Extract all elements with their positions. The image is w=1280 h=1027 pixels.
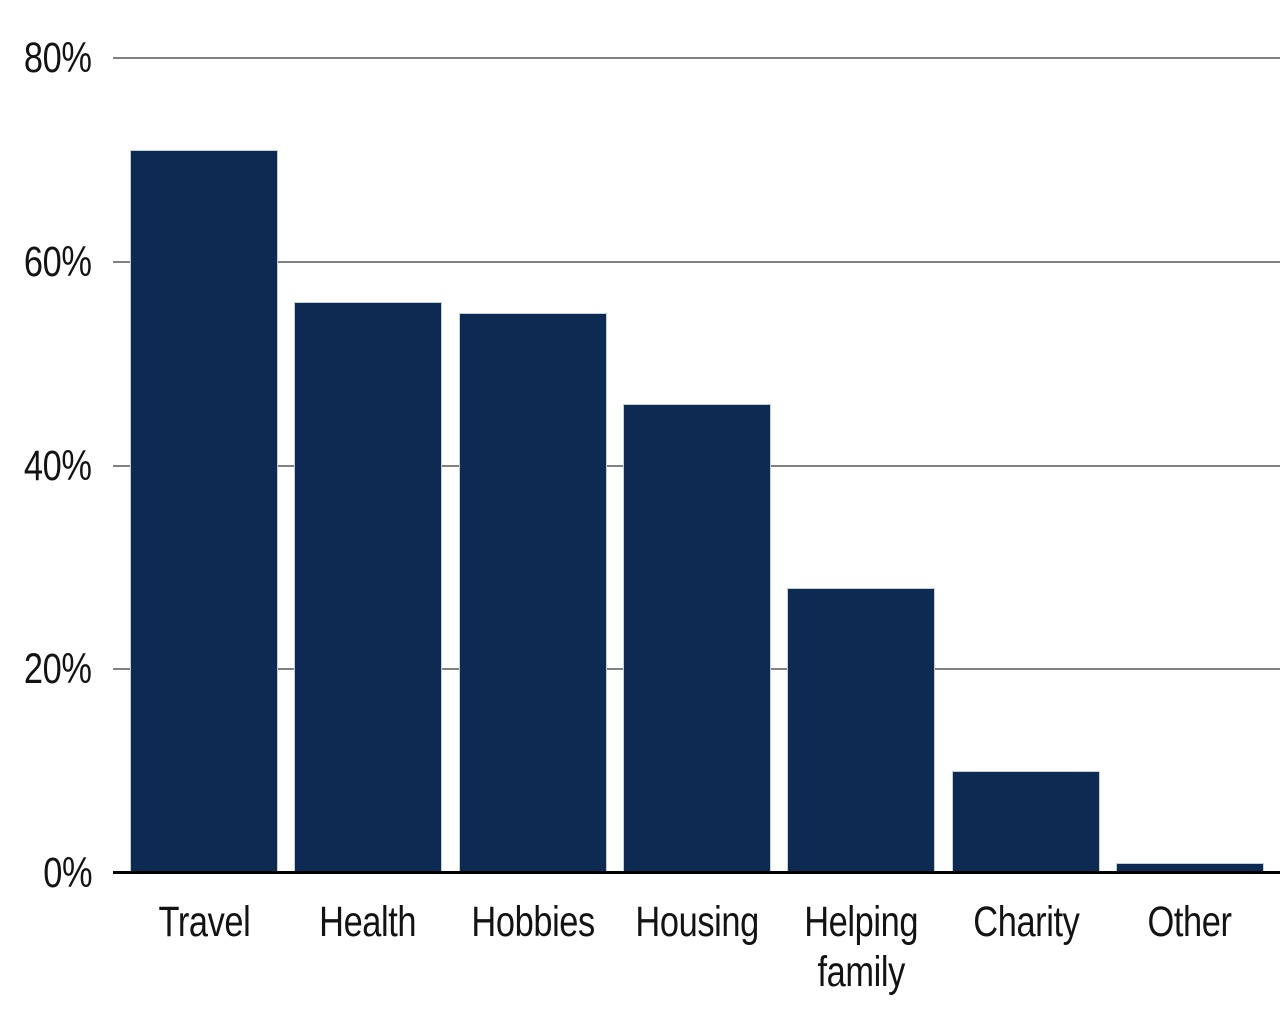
- x-tick-text: Charity: [972, 898, 1080, 946]
- y-tick-label-60pct: 60%: [0, 232, 92, 292]
- x-tick-text: Housing: [635, 898, 759, 946]
- x-tick-text: Hobbies: [471, 898, 595, 946]
- x-tick-label-housing: Housing: [567, 897, 827, 947]
- y-tick-label-80pct: 80%: [0, 28, 92, 88]
- y-tick-label-40pct: 40%: [0, 436, 92, 496]
- x-tick-label-other: Other: [1060, 897, 1280, 947]
- bar-health: [294, 302, 442, 873]
- gridline-60pct: [113, 261, 1280, 263]
- x-tick-text: Other: [1147, 898, 1233, 946]
- y-tick-label-0pct: 0%: [0, 843, 92, 903]
- bar-charity: [952, 771, 1100, 873]
- x-tick-text: Helping family: [804, 898, 918, 996]
- bar-travel: [130, 150, 278, 873]
- gridline-80pct: [113, 57, 1280, 59]
- x-axis-line: [113, 871, 1280, 874]
- bar-housing: [623, 404, 771, 873]
- x-tick-text: Health: [319, 898, 417, 946]
- y-tick-text: 60%: [24, 238, 92, 286]
- x-tick-label-travel: Travel: [74, 897, 334, 947]
- y-tick-text: 0%: [43, 849, 92, 897]
- y-tick-text: 80%: [24, 34, 92, 82]
- bar-helping-family: [787, 588, 935, 873]
- y-tick-text: 40%: [24, 442, 92, 490]
- y-tick-label-20pct: 20%: [0, 639, 92, 699]
- x-tick-label-helping-family: Helping family: [731, 897, 991, 997]
- bar-hobbies: [459, 313, 607, 873]
- y-tick-text: 20%: [24, 645, 92, 693]
- x-tick-label-hobbies: Hobbies: [403, 897, 663, 947]
- x-tick-label-charity: Charity: [896, 897, 1156, 947]
- x-tick-label-health: Health: [238, 897, 498, 947]
- x-tick-text: Travel: [158, 898, 250, 946]
